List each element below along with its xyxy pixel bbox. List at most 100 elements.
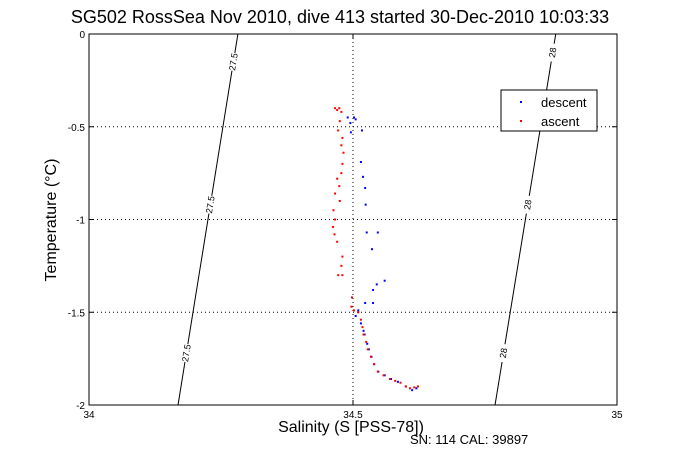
y-tick-label: -1	[76, 216, 85, 227]
point-ascent	[334, 192, 337, 195]
x-tick-label: 35	[611, 410, 623, 421]
point-descent	[367, 348, 370, 351]
point-descent	[415, 387, 418, 390]
legend-marker-ascent	[520, 120, 522, 122]
point-descent	[349, 122, 352, 125]
point-ascent	[336, 240, 339, 243]
y-tick-label: -1.5	[68, 308, 86, 319]
legend-label-descent: descent	[541, 95, 587, 110]
x-tick-label: 34.5	[343, 410, 363, 421]
point-descent	[372, 288, 375, 291]
contour-label: 27.5	[227, 52, 240, 71]
x-tick-label: 34	[83, 410, 95, 421]
point-descent	[362, 175, 365, 178]
contour-label: 27.5	[204, 195, 217, 214]
point-ascent	[376, 370, 379, 373]
point-descent	[354, 118, 357, 121]
point-ascent	[333, 233, 336, 236]
point-ascent	[409, 387, 412, 390]
point-ascent	[338, 120, 341, 123]
point-ascent	[353, 309, 356, 312]
y-tick-label: 0	[79, 30, 85, 41]
point-ascent	[341, 274, 344, 277]
point-ascent	[338, 107, 341, 110]
point-ascent	[337, 129, 340, 132]
point-ascent	[340, 264, 343, 267]
point-descent	[357, 309, 360, 312]
point-ascent	[340, 144, 343, 147]
point-descent	[411, 389, 414, 392]
point-ascent	[404, 385, 407, 388]
point-ascent	[350, 296, 353, 299]
point-descent	[349, 131, 352, 134]
point-ascent	[382, 374, 385, 377]
point-descent	[365, 231, 368, 234]
point-descent	[376, 231, 379, 234]
point-descent	[364, 301, 367, 304]
point-descent	[366, 342, 369, 345]
point-ascent	[342, 151, 345, 154]
contour-label: 27.5	[180, 344, 193, 363]
point-ascent	[388, 378, 391, 381]
point-ascent	[373, 363, 376, 366]
point-ascent	[399, 381, 402, 384]
point-descent	[383, 279, 386, 282]
chart-title: SG502 RossSea Nov 2010, dive 413 started…	[71, 7, 609, 27]
point-ascent	[359, 318, 362, 321]
point-ascent	[365, 340, 368, 343]
point-ascent	[362, 333, 365, 336]
point-ascent	[341, 162, 344, 165]
data-points	[331, 107, 419, 392]
point-descent	[353, 116, 356, 119]
axis-ticks: 34 34.5 35 0 -0.5 -1 -1.5 -2	[68, 30, 623, 421]
point-ascent	[338, 185, 341, 188]
point-ascent	[366, 348, 369, 351]
point-ascent	[416, 385, 419, 388]
legend-label-ascent: ascent	[541, 114, 580, 129]
point-descent	[362, 329, 365, 332]
point-descent	[360, 129, 363, 132]
point-ascent	[341, 136, 344, 139]
y-tick-label: -0.5	[68, 123, 86, 134]
point-ascent	[334, 107, 337, 110]
point-descent	[396, 380, 399, 383]
point-ascent	[394, 379, 397, 382]
point-descent	[364, 186, 367, 189]
point-ascent	[340, 110, 343, 113]
y-tick-label: -2	[76, 401, 85, 412]
point-descent	[363, 333, 366, 336]
point-ascent	[337, 274, 340, 277]
point-descent	[375, 283, 378, 286]
point-ascent	[341, 255, 344, 258]
point-descent	[383, 374, 386, 377]
density-contour-line	[177, 33, 239, 406]
contour-label: 28	[498, 347, 509, 358]
point-ascent	[334, 218, 337, 221]
legend-marker-descent	[520, 101, 522, 103]
point-ascent	[336, 177, 339, 180]
point-descent	[371, 248, 374, 251]
point-ascent	[413, 386, 416, 389]
point-ascent	[357, 311, 360, 314]
point-descent	[354, 314, 357, 317]
point-ascent	[361, 326, 364, 329]
point-ascent	[332, 209, 335, 212]
legend: descent ascent	[500, 89, 598, 132]
point-descent	[364, 203, 367, 206]
point-ascent	[369, 355, 372, 358]
point-descent	[359, 160, 362, 163]
point-ascent	[340, 172, 343, 175]
point-ascent	[350, 305, 353, 308]
point-ascent	[331, 225, 334, 228]
legend-box	[500, 89, 598, 132]
contour-label: 28	[547, 47, 558, 58]
point-descent	[346, 116, 349, 119]
point-descent	[390, 378, 393, 381]
x-axis-label: Salinity (S [PSS-78])	[278, 419, 424, 436]
point-descent	[359, 322, 362, 325]
serial-calibration-note: SN: 114 CAL: 39897	[410, 432, 528, 447]
point-ascent	[338, 199, 341, 202]
point-ascent	[336, 109, 339, 112]
y-axis-label: Temperature (°C)	[43, 159, 60, 282]
